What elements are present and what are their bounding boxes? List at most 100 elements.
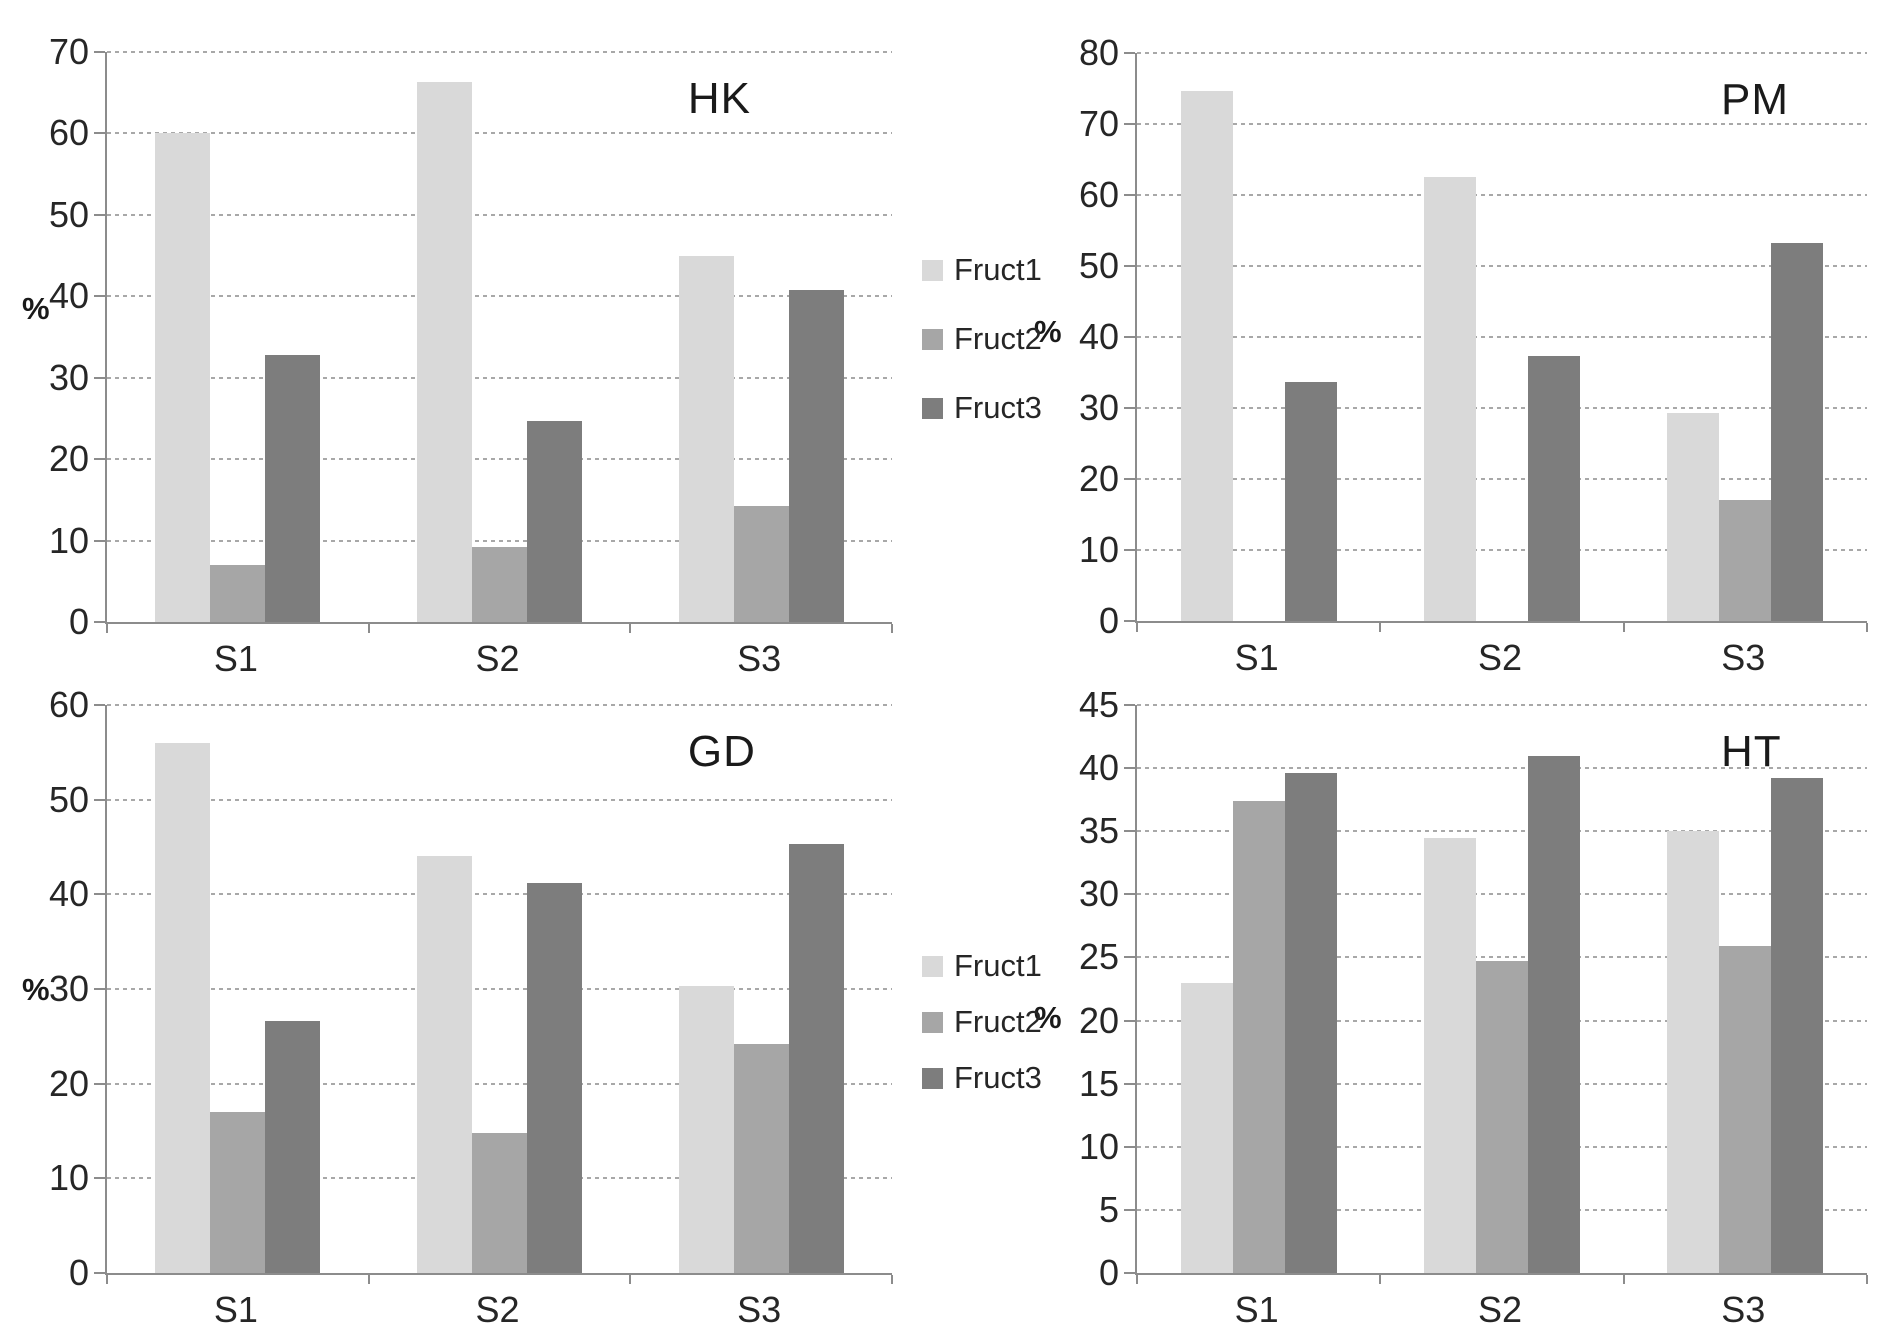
bar-fruct3-s2 xyxy=(527,882,582,1273)
gridline xyxy=(1137,767,1867,770)
y-tickmark xyxy=(1124,478,1135,480)
y-tickmark xyxy=(94,988,105,990)
bar-fruct3-s3 xyxy=(788,844,844,1273)
gridline xyxy=(107,51,892,53)
y-tickmark xyxy=(94,132,105,135)
y-tickmark xyxy=(1124,704,1135,706)
y-tick-label: 50 xyxy=(48,778,89,820)
bar-fruct3-s1 xyxy=(265,354,321,622)
y-tickmark xyxy=(1124,336,1135,338)
x-tick-label: S3 xyxy=(737,1289,782,1330)
x-tick-label: S3 xyxy=(1721,637,1766,678)
y-tick-label: 70 xyxy=(48,31,89,72)
x-tickmark xyxy=(1866,623,1868,632)
chart-gd: % 0 10 20 30 40 50 60 GD S1 S2 S3 xyxy=(18,676,893,1336)
x-tick-label: S1 xyxy=(213,638,258,679)
x-tickmark xyxy=(106,624,108,633)
y-axis-tick-labels: 0 10 20 30 40 50 60 70 xyxy=(18,33,89,641)
y-tick-label: 0 xyxy=(68,601,89,642)
y-tickmark xyxy=(1124,549,1135,551)
legend-item-fruct3: Fruct3 xyxy=(922,1060,1072,1096)
y-tick-label: 40 xyxy=(48,275,89,317)
bar-group-s2 xyxy=(369,705,631,1273)
chart-ht: % 0 5 10 15 20 25 30 35 40 45 HT S1 S2 S3 xyxy=(1020,676,1870,1336)
plot-area: PM xyxy=(1124,52,1868,632)
legend-item-fruct2: Fruct2 xyxy=(922,321,1072,357)
bar-fruct2-s2 xyxy=(472,547,527,622)
y-tick-label: 20 xyxy=(48,438,89,480)
y-tickmark xyxy=(94,621,105,623)
x-axis-labels: S1 S2 S3 xyxy=(105,638,890,680)
bar-group-s2 xyxy=(369,52,631,622)
x-tick-label: S2 xyxy=(1477,637,1523,678)
gridline xyxy=(107,213,892,216)
x-tickmark xyxy=(367,1275,370,1284)
x-axis-labels: S1 S2 S3 xyxy=(1135,1289,1865,1331)
y-axis-tick-labels: 0 10 20 30 40 50 60 70 80 xyxy=(1020,34,1119,640)
bar-fruct1-s2 xyxy=(417,856,472,1273)
x-tick-label: S2 xyxy=(475,1289,520,1330)
legend-label: Fruct1 xyxy=(954,252,1042,287)
bar-fruct1-s2 xyxy=(417,82,472,622)
bar-fruct1-s3 xyxy=(1667,412,1720,621)
gridline xyxy=(107,704,892,706)
gridline xyxy=(107,798,892,801)
bar-groups xyxy=(107,52,892,622)
y-axis-unit-label: % xyxy=(22,291,50,327)
bar-fruct3-s2 xyxy=(1527,755,1580,1273)
bar-fruct2-s3 xyxy=(1719,946,1772,1273)
bar-fruct2-s1 xyxy=(210,565,266,622)
x-tick-label: S3 xyxy=(1721,1289,1766,1330)
y-tick-label: 40 xyxy=(1078,316,1119,357)
gridline xyxy=(1137,893,1867,896)
x-tickmark xyxy=(629,1275,632,1284)
x-axis-labels: S1 S2 S3 xyxy=(105,1289,890,1331)
y-tick-label: 60 xyxy=(48,684,89,725)
legend-swatch-icon xyxy=(922,1067,943,1089)
x-tickmark xyxy=(1622,1275,1625,1284)
legend-item-fruct2: Fruct2 xyxy=(922,1004,1072,1040)
y-tick-label: 70 xyxy=(1078,103,1119,144)
bar-fruct3-s2 xyxy=(527,420,582,622)
bar-group-s1 xyxy=(107,705,369,1273)
x-tickmark xyxy=(629,624,632,633)
gridline xyxy=(1137,830,1867,833)
x-tickmark xyxy=(891,1275,893,1284)
y-axis-unit-label: % xyxy=(22,971,50,1007)
bar-fruct1-s3 xyxy=(1667,831,1720,1273)
bar-fruct2-s3 xyxy=(733,1043,789,1273)
y-axis-tick-labels: 0 10 20 30 40 50 60 xyxy=(18,686,89,1292)
y-tick-label: 10 xyxy=(48,1157,89,1199)
y-tickmark xyxy=(94,51,105,53)
y-axis-unit-label: % xyxy=(1034,314,1062,350)
y-tickmark xyxy=(94,376,105,379)
y-tickmark xyxy=(94,458,105,461)
y-tickmark xyxy=(1124,1019,1135,1022)
bar-fruct3-s3 xyxy=(1771,243,1824,621)
y-tick-label: 60 xyxy=(48,112,89,154)
legend-label: Fruct3 xyxy=(954,1060,1042,1095)
bar-fruct2-s1 xyxy=(1232,800,1285,1273)
x-tick-label: S1 xyxy=(213,1289,258,1330)
bar-group-s3 xyxy=(630,705,892,1273)
legend-label: Fruct3 xyxy=(954,390,1042,425)
y-tick-label: 10 xyxy=(48,519,89,561)
y-tickmark xyxy=(94,1177,105,1180)
y-tick-label: 25 xyxy=(1078,936,1119,978)
y-tick-label: 20 xyxy=(48,1062,89,1104)
x-tick-label: S2 xyxy=(1477,1289,1523,1330)
bar-group-s1 xyxy=(1137,705,1380,1273)
x-tickmark xyxy=(1136,1275,1138,1284)
bar-fruct3-s2 xyxy=(1527,356,1580,621)
plot-area: HK xyxy=(94,51,893,633)
y-tickmark xyxy=(94,704,105,706)
x-tickmark xyxy=(1622,623,1625,632)
bar-fruct2-s3 xyxy=(1719,500,1772,621)
gridline xyxy=(107,132,892,135)
x-axis-labels: S1 S2 S3 xyxy=(1135,637,1865,679)
bar-fruct1-s2 xyxy=(1423,176,1476,621)
y-axis-tick-labels: 0 5 10 15 20 25 30 35 40 45 xyxy=(1020,686,1119,1292)
x-tick-label: S1 xyxy=(1234,637,1279,678)
y-tick-label: 30 xyxy=(1078,387,1119,428)
bar-fruct3-s3 xyxy=(1771,778,1824,1273)
